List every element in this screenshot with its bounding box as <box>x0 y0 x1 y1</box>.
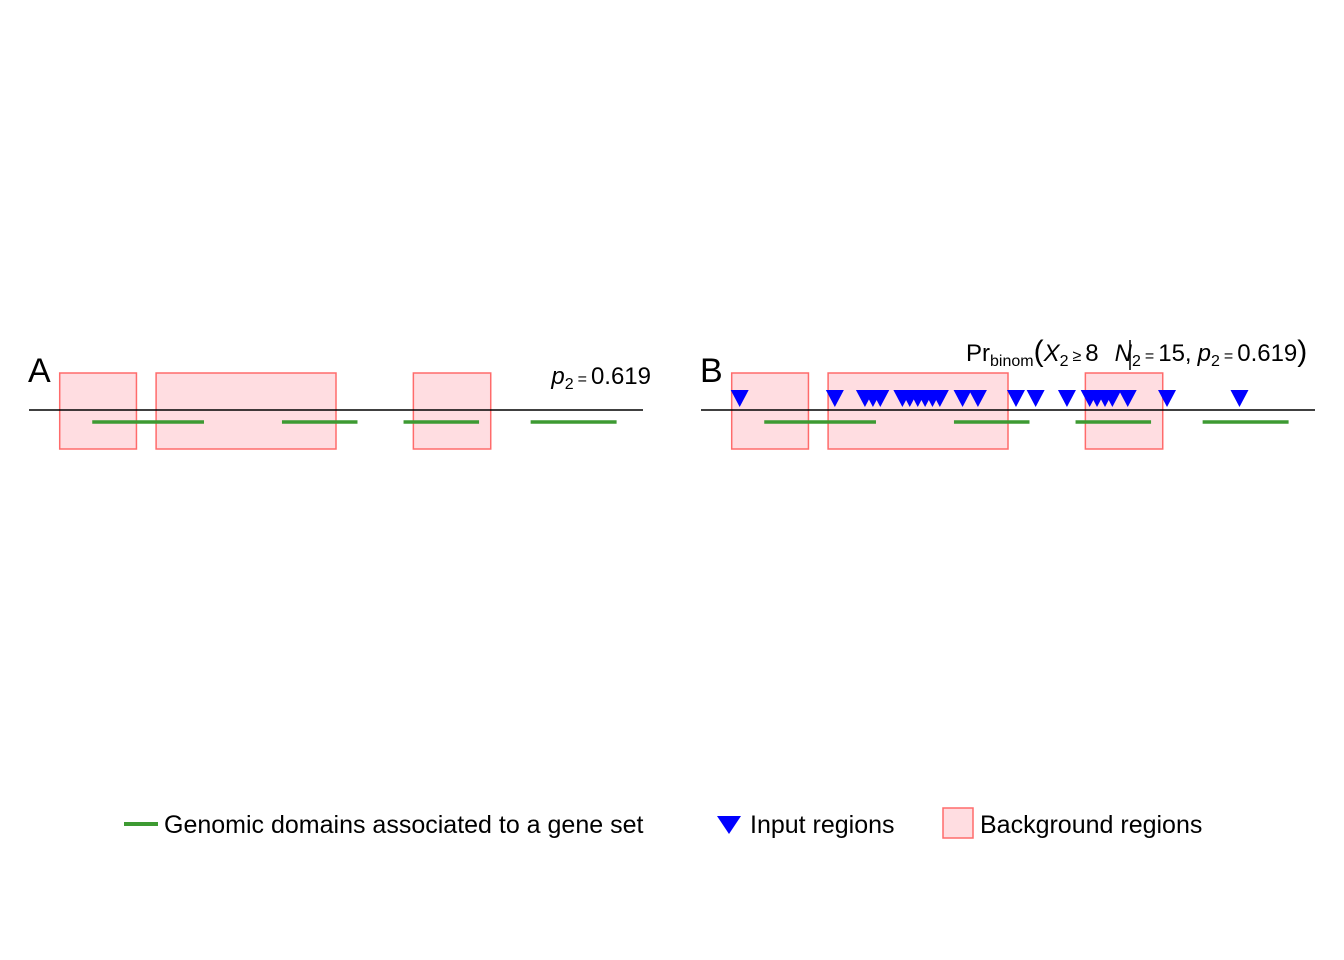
p-value: 0.619 <box>591 363 651 390</box>
background-regions <box>58 372 492 450</box>
n-value: 15, <box>1158 340 1191 367</box>
input-regions <box>730 390 1249 407</box>
background-region <box>730 372 810 450</box>
input-region-marker <box>930 390 949 407</box>
input-region-marker <box>1103 390 1122 407</box>
background-region <box>1084 372 1164 450</box>
input-region-marker <box>730 390 749 407</box>
geq-sign: ≥ <box>1073 348 1082 365</box>
input-region-marker <box>953 390 972 407</box>
x-symbol: X <box>1043 340 1061 367</box>
equals-sign: = <box>578 371 587 388</box>
panel-label: B <box>700 352 723 390</box>
legend-label-background-regions: Background regions <box>980 811 1202 839</box>
panel-label: A <box>28 352 51 390</box>
x-subscript: 2 <box>1060 353 1069 370</box>
background-region <box>412 372 492 450</box>
background-regions <box>730 372 1164 450</box>
equals-sign: = <box>1145 348 1154 365</box>
n-subscript: 2 <box>1132 353 1141 370</box>
input-region-marker <box>825 390 844 407</box>
input-region-marker <box>1006 390 1025 407</box>
p-subscript: 2 <box>565 376 574 393</box>
input-region-marker <box>1230 390 1249 407</box>
p-symbol: p <box>1197 340 1211 367</box>
pr-symbol: Pr <box>966 340 990 367</box>
panel-b: B Prbinom(X2 ≥8 N2 = 15, p2 = 0.619) <box>700 335 1315 450</box>
input-region-marker <box>871 390 890 407</box>
input-region-marker <box>1118 390 1137 407</box>
k-value: 8 <box>1085 340 1098 367</box>
input-region-swatch <box>717 816 741 834</box>
n-symbol: N <box>1115 340 1133 367</box>
background-region-swatch <box>942 807 974 839</box>
open-paren: ( <box>1034 335 1044 368</box>
background-region <box>827 372 1009 450</box>
p-symbol: p <box>550 363 564 390</box>
legend: Genomic domains associated to a gene set… <box>124 807 1202 839</box>
p-subscript: 2 <box>1211 353 1220 370</box>
equals-sign: = <box>1224 348 1233 365</box>
input-region-marker <box>968 390 987 407</box>
panel-a: A p2 = 0.619 <box>28 352 651 450</box>
background-region <box>58 372 138 450</box>
input-region-marker <box>1057 390 1076 407</box>
probability-annotation: p2 = 0.619 <box>550 363 651 393</box>
input-region-marker <box>1026 390 1045 407</box>
close-paren: ) <box>1297 335 1307 368</box>
background-region <box>155 372 337 450</box>
binomial-probability-annotation: Prbinom(X2 ≥8 N2 = 15, p2 = 0.619) <box>966 335 1307 370</box>
pr-subscript: binom <box>990 353 1034 370</box>
input-region-marker <box>1158 390 1177 407</box>
legend-label-input-regions: Input regions <box>750 811 895 839</box>
legend-label-gene-set-domains: Genomic domains associated to a gene set <box>164 811 643 839</box>
p-value: 0.619 <box>1237 340 1297 367</box>
